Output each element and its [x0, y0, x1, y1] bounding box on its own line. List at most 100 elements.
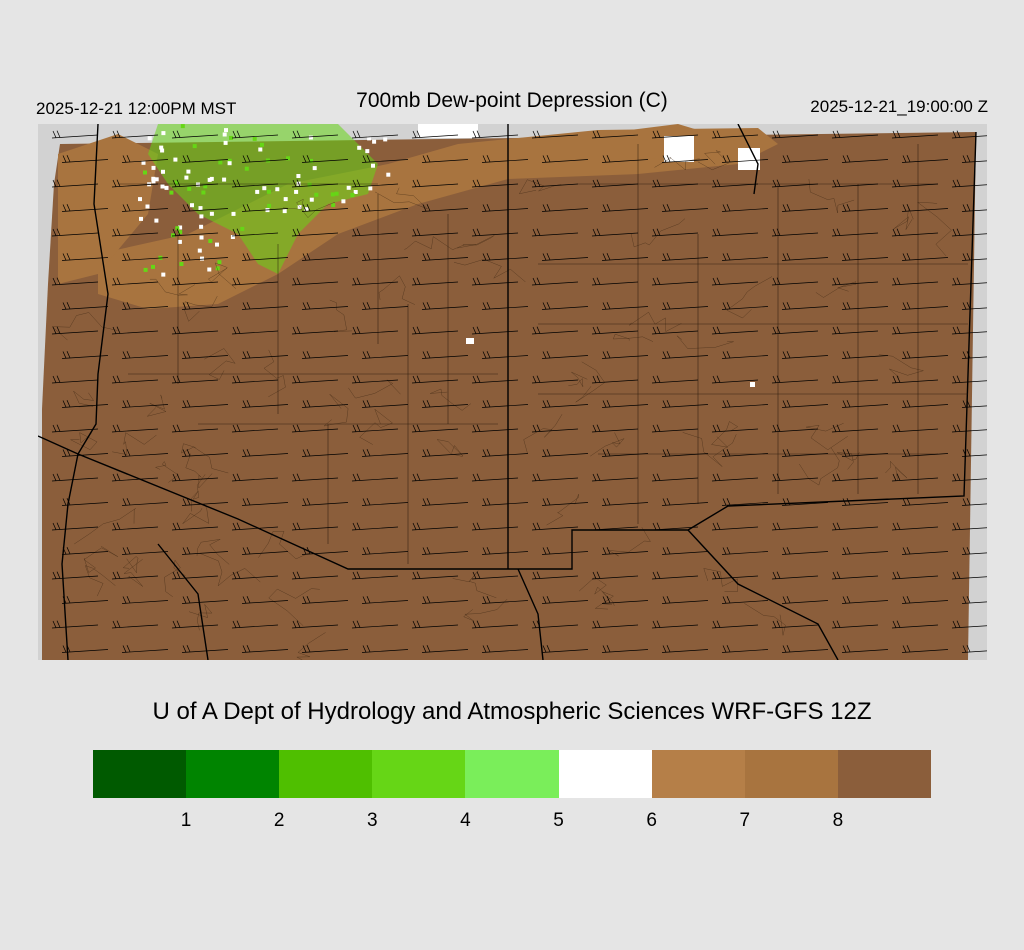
wind-barb — [771, 130, 819, 139]
wind-barb — [531, 277, 579, 286]
legend-swatch-7 — [651, 750, 745, 798]
wind-barb — [711, 326, 759, 335]
wind-barb — [291, 620, 339, 629]
wind-barb — [421, 302, 469, 310]
moist-speckle — [217, 260, 222, 265]
wind-barb — [711, 179, 759, 188]
wind-barb — [361, 596, 409, 604]
contour-line — [452, 570, 497, 599]
moist-speckle — [227, 161, 232, 166]
contour-line — [578, 576, 615, 606]
wind-barb — [901, 547, 949, 555]
wind-barbs — [51, 130, 987, 653]
moist-speckle — [143, 267, 148, 272]
legend-swatch-5 — [465, 750, 559, 798]
contour-line — [263, 349, 286, 398]
moist-speckle — [209, 176, 214, 181]
contour-line — [590, 432, 625, 457]
contour-line — [323, 394, 349, 427]
moist-white-patch-4 — [750, 382, 755, 387]
wind-barb — [481, 302, 529, 310]
contour-line — [608, 527, 651, 557]
moist-speckle — [218, 160, 223, 165]
depression-contours — [51, 150, 952, 660]
wind-barb — [831, 620, 879, 629]
wind-barb — [781, 204, 829, 212]
wind-barb — [771, 571, 819, 580]
wind-barb — [351, 326, 399, 335]
wind-barb — [241, 596, 289, 604]
wind-barb — [231, 228, 279, 237]
contour-line — [808, 178, 855, 214]
wind-barb — [411, 375, 459, 384]
wind-barb — [601, 449, 649, 457]
wind-barb — [361, 547, 409, 555]
wind-barb — [781, 351, 829, 359]
contour-line — [73, 390, 95, 408]
wind-barb — [411, 473, 459, 482]
wind-barb — [711, 620, 759, 629]
contour-line — [878, 354, 925, 378]
contour-line — [837, 452, 860, 470]
legend-tick-label: 1 — [180, 810, 192, 831]
wind-barb — [651, 571, 699, 580]
wind-barb — [171, 424, 219, 433]
wind-barb — [171, 228, 219, 237]
moist-speckle — [151, 264, 155, 269]
wind-barb — [951, 473, 987, 482]
wind-barb — [171, 326, 219, 335]
moist-speckle — [178, 225, 183, 230]
wind-barb — [661, 498, 709, 506]
wind-barb — [111, 522, 159, 531]
moist-speckle — [334, 191, 339, 196]
wind-barb — [831, 228, 879, 237]
contour-line — [181, 443, 229, 474]
moist-speckle — [177, 239, 182, 244]
moist-speckle — [196, 182, 200, 187]
moist-speckle — [178, 230, 183, 235]
moist-speckle — [240, 226, 245, 231]
wind-barb — [301, 449, 349, 457]
contour-line — [697, 150, 729, 171]
wind-barb — [481, 351, 529, 359]
moist-speckle — [296, 174, 301, 178]
wind-barb — [591, 375, 639, 384]
contour-line — [51, 312, 118, 341]
wind-barb — [651, 228, 699, 237]
moist-speckle — [208, 239, 213, 243]
wind-barb — [231, 522, 279, 531]
wind-barb — [231, 375, 279, 384]
wind-barb — [541, 204, 589, 212]
wind-barb — [901, 449, 949, 457]
contour-line — [463, 598, 508, 622]
wind-barb — [771, 620, 819, 629]
wind-barb — [291, 571, 339, 580]
moist-speckle — [180, 124, 185, 129]
wind-barb — [541, 498, 589, 506]
wind-barb — [951, 424, 987, 433]
wind-barb — [961, 400, 987, 408]
wind-barb — [411, 130, 459, 139]
wind-barb — [531, 473, 579, 482]
wind-barb — [481, 547, 529, 555]
contour-line — [612, 333, 654, 342]
wind-barb — [471, 375, 519, 384]
wind-barb — [841, 253, 889, 261]
wind-barb — [351, 620, 399, 629]
wind-barb — [361, 351, 409, 359]
wind-barb — [361, 449, 409, 457]
wind-barb — [111, 326, 159, 335]
moist-speckle — [353, 190, 358, 194]
contour-line — [204, 348, 236, 380]
wind-barb — [781, 155, 829, 163]
moist-speckle — [209, 211, 214, 216]
state-border-6 — [517, 568, 544, 660]
wind-barb — [231, 571, 279, 580]
wind-barb — [51, 179, 99, 188]
wind-barb — [481, 400, 529, 408]
moist-speckle — [199, 235, 204, 240]
wind-barb — [171, 620, 219, 629]
legend-swatch-9 — [837, 750, 931, 798]
state-border-7 — [687, 529, 839, 660]
wind-barb — [51, 522, 99, 531]
